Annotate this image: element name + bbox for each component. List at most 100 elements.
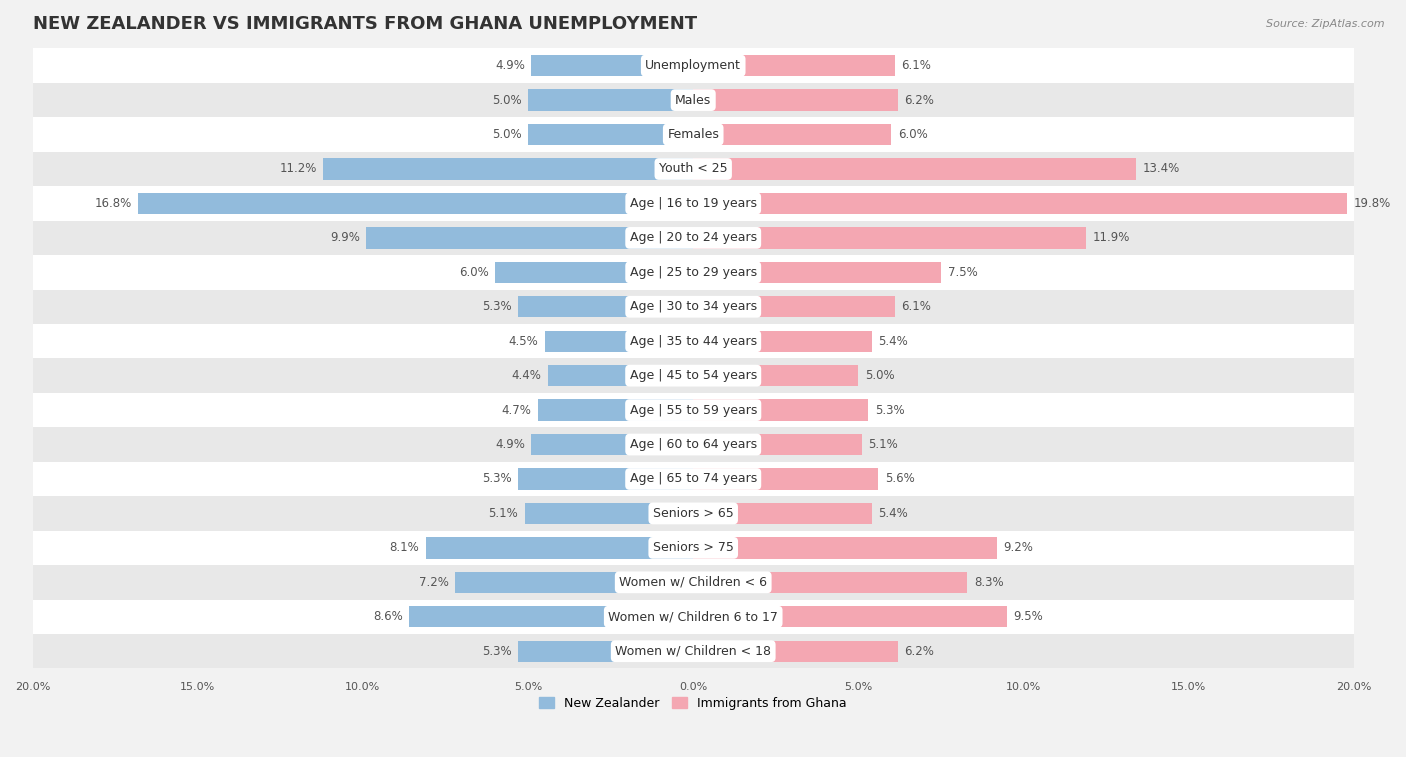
Text: Males: Males [675, 94, 711, 107]
Text: 5.0%: 5.0% [492, 94, 522, 107]
Text: 5.6%: 5.6% [884, 472, 914, 485]
Text: 5.4%: 5.4% [879, 335, 908, 347]
Text: Age | 25 to 29 years: Age | 25 to 29 years [630, 266, 756, 279]
Text: 5.3%: 5.3% [482, 301, 512, 313]
Bar [32, 255, 1354, 289]
Bar [529, 124, 693, 145]
Bar [693, 262, 941, 283]
Text: 4.9%: 4.9% [495, 438, 524, 451]
Text: 13.4%: 13.4% [1143, 163, 1180, 176]
Bar [544, 331, 693, 352]
Text: Youth < 25: Youth < 25 [659, 163, 727, 176]
Text: 5.3%: 5.3% [482, 472, 512, 485]
Text: 5.0%: 5.0% [865, 369, 894, 382]
Bar [32, 186, 1354, 220]
Bar [693, 158, 1136, 179]
Text: 4.7%: 4.7% [502, 403, 531, 416]
Text: Age | 20 to 24 years: Age | 20 to 24 years [630, 232, 756, 245]
Bar [529, 89, 693, 111]
Bar [519, 296, 693, 317]
Text: 16.8%: 16.8% [94, 197, 132, 210]
Text: Females: Females [668, 128, 718, 141]
Bar [693, 331, 872, 352]
Text: Age | 35 to 44 years: Age | 35 to 44 years [630, 335, 756, 347]
Text: 5.1%: 5.1% [488, 507, 519, 520]
Bar [693, 400, 869, 421]
Bar [693, 640, 898, 662]
Bar [548, 365, 693, 386]
Bar [693, 537, 997, 559]
Text: 8.3%: 8.3% [974, 576, 1004, 589]
Bar [531, 55, 693, 76]
Bar [32, 531, 1354, 565]
Bar [693, 124, 891, 145]
Bar [693, 365, 858, 386]
Bar [538, 400, 693, 421]
Text: 6.0%: 6.0% [898, 128, 928, 141]
Text: 6.1%: 6.1% [901, 301, 931, 313]
Bar [32, 427, 1354, 462]
Bar [32, 117, 1354, 151]
Bar [366, 227, 693, 248]
Text: 7.2%: 7.2% [419, 576, 449, 589]
Text: NEW ZEALANDER VS IMMIGRANTS FROM GHANA UNEMPLOYMENT: NEW ZEALANDER VS IMMIGRANTS FROM GHANA U… [32, 15, 697, 33]
Bar [32, 151, 1354, 186]
Bar [426, 537, 693, 559]
Bar [32, 289, 1354, 324]
Bar [693, 296, 894, 317]
Bar [32, 393, 1354, 427]
Text: 6.2%: 6.2% [904, 94, 935, 107]
Text: 5.4%: 5.4% [879, 507, 908, 520]
Text: Source: ZipAtlas.com: Source: ZipAtlas.com [1267, 19, 1385, 29]
Bar [32, 48, 1354, 83]
Text: 8.6%: 8.6% [373, 610, 402, 623]
Bar [32, 565, 1354, 600]
Text: 5.0%: 5.0% [492, 128, 522, 141]
Bar [32, 462, 1354, 496]
Bar [495, 262, 693, 283]
Bar [531, 434, 693, 455]
Text: Age | 16 to 19 years: Age | 16 to 19 years [630, 197, 756, 210]
Text: 4.5%: 4.5% [508, 335, 538, 347]
Text: Unemployment: Unemployment [645, 59, 741, 72]
Text: 6.0%: 6.0% [458, 266, 488, 279]
Bar [693, 469, 879, 490]
Text: Age | 65 to 74 years: Age | 65 to 74 years [630, 472, 756, 485]
Bar [32, 634, 1354, 668]
Text: 9.2%: 9.2% [1004, 541, 1033, 554]
Bar [32, 83, 1354, 117]
Text: 11.9%: 11.9% [1092, 232, 1130, 245]
Bar [138, 193, 693, 214]
Text: 7.5%: 7.5% [948, 266, 977, 279]
Bar [693, 193, 1347, 214]
Text: 5.1%: 5.1% [869, 438, 898, 451]
Bar [456, 572, 693, 593]
Bar [519, 640, 693, 662]
Text: Women w/ Children < 6: Women w/ Children < 6 [619, 576, 768, 589]
Bar [409, 606, 693, 628]
Text: Women w/ Children < 18: Women w/ Children < 18 [616, 645, 772, 658]
Bar [693, 434, 862, 455]
Bar [32, 600, 1354, 634]
Bar [323, 158, 693, 179]
Bar [693, 55, 894, 76]
Bar [693, 572, 967, 593]
Text: 6.2%: 6.2% [904, 645, 935, 658]
Text: Age | 55 to 59 years: Age | 55 to 59 years [630, 403, 756, 416]
Legend: New Zealander, Immigrants from Ghana: New Zealander, Immigrants from Ghana [534, 692, 852, 715]
Text: Age | 45 to 54 years: Age | 45 to 54 years [630, 369, 756, 382]
Bar [693, 503, 872, 524]
Text: 9.9%: 9.9% [330, 232, 360, 245]
Text: Age | 30 to 34 years: Age | 30 to 34 years [630, 301, 756, 313]
Text: 8.1%: 8.1% [389, 541, 419, 554]
Text: Women w/ Children 6 to 17: Women w/ Children 6 to 17 [609, 610, 778, 623]
Bar [524, 503, 693, 524]
Text: 5.3%: 5.3% [875, 403, 904, 416]
Text: 9.5%: 9.5% [1014, 610, 1043, 623]
Bar [32, 324, 1354, 358]
Text: 5.3%: 5.3% [482, 645, 512, 658]
Text: 11.2%: 11.2% [280, 163, 316, 176]
Bar [693, 606, 1007, 628]
Bar [32, 358, 1354, 393]
Bar [32, 496, 1354, 531]
